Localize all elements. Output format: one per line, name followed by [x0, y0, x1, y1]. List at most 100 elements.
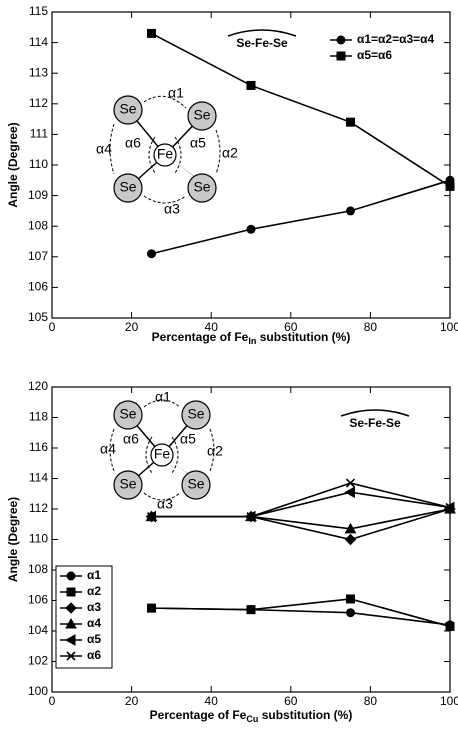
y-tick-label: 108: [28, 218, 48, 232]
legend-label: α5=α6: [357, 48, 392, 62]
fe-atom: [150, 443, 174, 467]
x-label-text: substitution (%): [258, 708, 352, 722]
x-tick-label: 100: [440, 694, 458, 708]
marker: [346, 608, 355, 618]
x-tick-label: 60: [284, 694, 298, 708]
se-atom: [187, 101, 217, 131]
angle-arc: [145, 436, 153, 474]
x-label-subscript: In: [248, 336, 256, 346]
angle-arc: [148, 136, 156, 174]
angle-arc: [143, 399, 181, 408]
x-tick-label: 40: [205, 320, 219, 334]
angle-label: α4: [100, 441, 116, 457]
y-tick-label: 112: [29, 501, 48, 515]
y-tick-label: 107: [28, 249, 48, 263]
marker: [147, 603, 156, 613]
series-line: [151, 32, 451, 188]
x-tick-label: 80: [364, 320, 378, 334]
legend-label: α1: [87, 568, 101, 582]
angle-label: α2: [207, 443, 223, 459]
marker: [147, 28, 156, 38]
legend-label: α3: [87, 600, 101, 614]
x-axis-label: Percentage of FeIn substitution (%): [152, 330, 351, 346]
angle-arc: [109, 123, 115, 175]
se-atom: [181, 470, 211, 500]
x-label-subscript: Cu: [246, 714, 258, 724]
y-tick-label: 106: [28, 280, 48, 294]
angle-label: α2: [222, 145, 238, 161]
y-axis-label: Angle (Degree): [6, 497, 20, 582]
series-line: [151, 508, 451, 541]
series-line: [151, 508, 451, 530]
marker: [246, 224, 256, 234]
marker: [66, 571, 76, 581]
angle-arc: [143, 492, 181, 501]
legend-label: α5: [87, 632, 101, 646]
x-label-text: Percentage of Fe: [152, 330, 249, 344]
annotation: Se-Fe-Se: [349, 416, 401, 430]
y-tick-label: 110: [29, 532, 48, 546]
y-tick-label: 100: [28, 684, 48, 698]
atom-label: Se: [119, 179, 136, 195]
marker: [146, 512, 157, 522]
fe-atom: [153, 143, 177, 167]
y-tick-label: 111: [30, 127, 49, 141]
x-tick-label: 60: [284, 320, 298, 334]
atom-label: Fe: [157, 146, 174, 162]
angle-label: α3: [164, 201, 180, 217]
y-tick-label: 104: [28, 623, 48, 637]
marker: [246, 512, 256, 522]
x-axis-label: Percentage of FeCu substitution (%): [150, 708, 353, 724]
angle-label: α5: [180, 431, 196, 447]
angle-label: α3: [157, 496, 173, 512]
x-tick-label: 100: [440, 320, 458, 334]
y-tick-label: 118: [29, 410, 48, 424]
marker: [445, 502, 455, 513]
angle-arc: [171, 436, 179, 474]
y-tick-label: 105: [28, 310, 48, 324]
marker: [65, 617, 77, 629]
atom-label: Se: [119, 406, 136, 422]
marker: [346, 206, 355, 216]
y-tick-label: 102: [28, 654, 48, 668]
marker: [346, 117, 355, 127]
marker: [246, 605, 256, 615]
x-label-text: substitution (%): [256, 330, 350, 344]
se-atom: [113, 173, 143, 203]
angle-arc: [143, 195, 187, 204]
marker: [445, 181, 455, 191]
y-tick-label: 106: [28, 593, 48, 607]
marker: [344, 486, 355, 499]
marker: [336, 51, 346, 61]
y-tick-label: 112: [29, 96, 48, 110]
series-line: [151, 482, 451, 518]
y-tick-label: 114: [29, 35, 48, 49]
angle-label: α4: [96, 141, 112, 157]
y-tick-label: 115: [29, 4, 48, 18]
marker: [66, 587, 76, 597]
se-atom: [181, 400, 211, 430]
y-tick-label: 110: [29, 157, 48, 171]
atom-label: Se: [187, 476, 204, 492]
angle-arc: [109, 428, 115, 472]
angle-label: α5: [190, 135, 206, 151]
se-atom: [113, 470, 143, 500]
legend-label: α2: [87, 584, 101, 598]
x-tick-label: 40: [205, 694, 219, 708]
x-tick-label: 0: [49, 694, 56, 708]
se-atom: [113, 95, 143, 125]
angle-label: α6: [123, 431, 139, 447]
atom-label: Fe: [154, 446, 171, 462]
angle-label: α6: [125, 135, 141, 151]
marker: [66, 651, 76, 661]
x-tick-label: 0: [49, 320, 56, 334]
marker: [445, 621, 455, 631]
y-tick-label: 108: [28, 562, 48, 576]
y-tick-label: 109: [28, 188, 48, 202]
atom-label: Se: [187, 406, 204, 422]
marker: [344, 522, 357, 534]
series-line: [151, 179, 451, 255]
x-tick-label: 20: [125, 320, 139, 334]
angle-arc: [215, 129, 221, 175]
atom-label: Se: [119, 476, 136, 492]
